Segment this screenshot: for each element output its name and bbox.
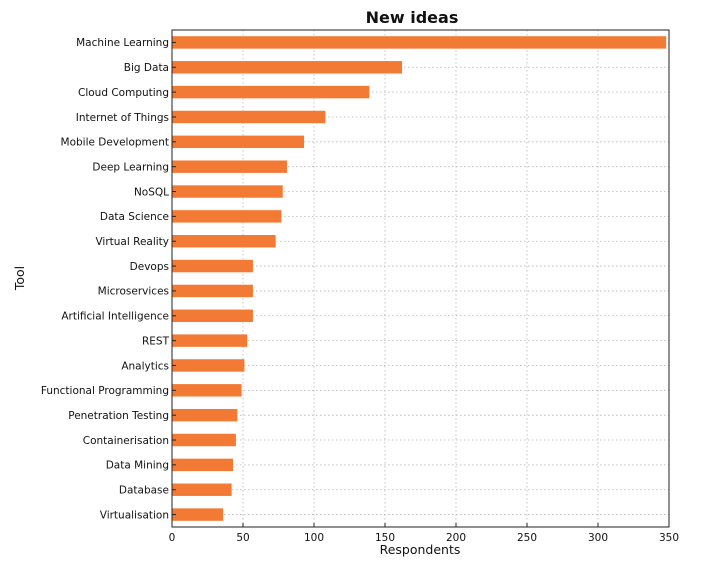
bar bbox=[172, 110, 326, 124]
y-axis-label: Tool bbox=[12, 266, 27, 291]
bar bbox=[172, 458, 234, 472]
x-tick-label: 0 bbox=[169, 532, 176, 544]
bar bbox=[172, 309, 253, 322]
y-tick-label: Machine Learning bbox=[76, 37, 169, 49]
y-tick-label: Internet of Things bbox=[76, 112, 169, 124]
y-tick-label: Virtual Reality bbox=[95, 236, 169, 248]
bar bbox=[172, 334, 248, 347]
bar bbox=[172, 284, 253, 298]
y-tick-label: Mobile Development bbox=[61, 137, 169, 149]
bar bbox=[172, 508, 224, 521]
y-tick-label: Virtualisation bbox=[100, 509, 169, 521]
bar bbox=[172, 85, 370, 99]
bar bbox=[172, 235, 276, 248]
bar bbox=[172, 160, 288, 173]
bar bbox=[172, 359, 245, 372]
x-axis-ticks: 0 50 100 150 200 250 300 350 bbox=[169, 523, 679, 544]
y-tick-label: Big Data bbox=[124, 62, 169, 74]
bars bbox=[172, 36, 667, 521]
bar bbox=[172, 259, 253, 273]
y-tick-label: Artificial Intelligence bbox=[61, 311, 169, 323]
x-tick-label: 150 bbox=[375, 532, 395, 544]
x-tick-label: 250 bbox=[517, 532, 537, 544]
x-tick-label: 100 bbox=[304, 532, 324, 544]
bar bbox=[172, 408, 238, 422]
bar bbox=[172, 433, 236, 447]
bar bbox=[172, 210, 282, 223]
y-tick-label: Containerisation bbox=[83, 435, 169, 447]
y-tick-label: Cloud Computing bbox=[78, 87, 169, 99]
bar bbox=[172, 185, 283, 198]
y-tick-label: Database bbox=[119, 485, 169, 497]
x-tick-label: 300 bbox=[588, 532, 608, 544]
y-tick-label: NoSQL bbox=[134, 186, 169, 198]
bar bbox=[172, 61, 403, 74]
y-tick-label: Data Science bbox=[100, 211, 169, 223]
bar bbox=[172, 36, 667, 49]
chart-title: New ideas bbox=[366, 8, 459, 27]
bar bbox=[172, 483, 232, 496]
x-tick-label: 50 bbox=[236, 532, 249, 544]
grid-lines bbox=[172, 30, 669, 527]
y-axis-ticks: Machine Learning Big Data Cloud Computing I… bbox=[41, 37, 176, 521]
bar bbox=[172, 135, 305, 149]
y-tick-label: Devops bbox=[130, 261, 169, 273]
y-tick-label: Functional Programming bbox=[41, 385, 169, 397]
y-tick-label: Deep Learning bbox=[92, 161, 169, 173]
x-tick-label: 200 bbox=[446, 532, 466, 544]
plot-frame bbox=[171, 29, 670, 528]
x-tick-label: 350 bbox=[659, 532, 679, 544]
y-tick-label: Microservices bbox=[98, 286, 169, 298]
bar bbox=[172, 384, 242, 397]
y-tick-label: Data Mining bbox=[106, 460, 169, 472]
y-tick-label: Analytics bbox=[121, 360, 169, 372]
x-axis-label: Respondents bbox=[380, 542, 461, 557]
y-tick-label: REST bbox=[142, 335, 170, 347]
y-tick-label: Penetration Testing bbox=[68, 410, 169, 422]
